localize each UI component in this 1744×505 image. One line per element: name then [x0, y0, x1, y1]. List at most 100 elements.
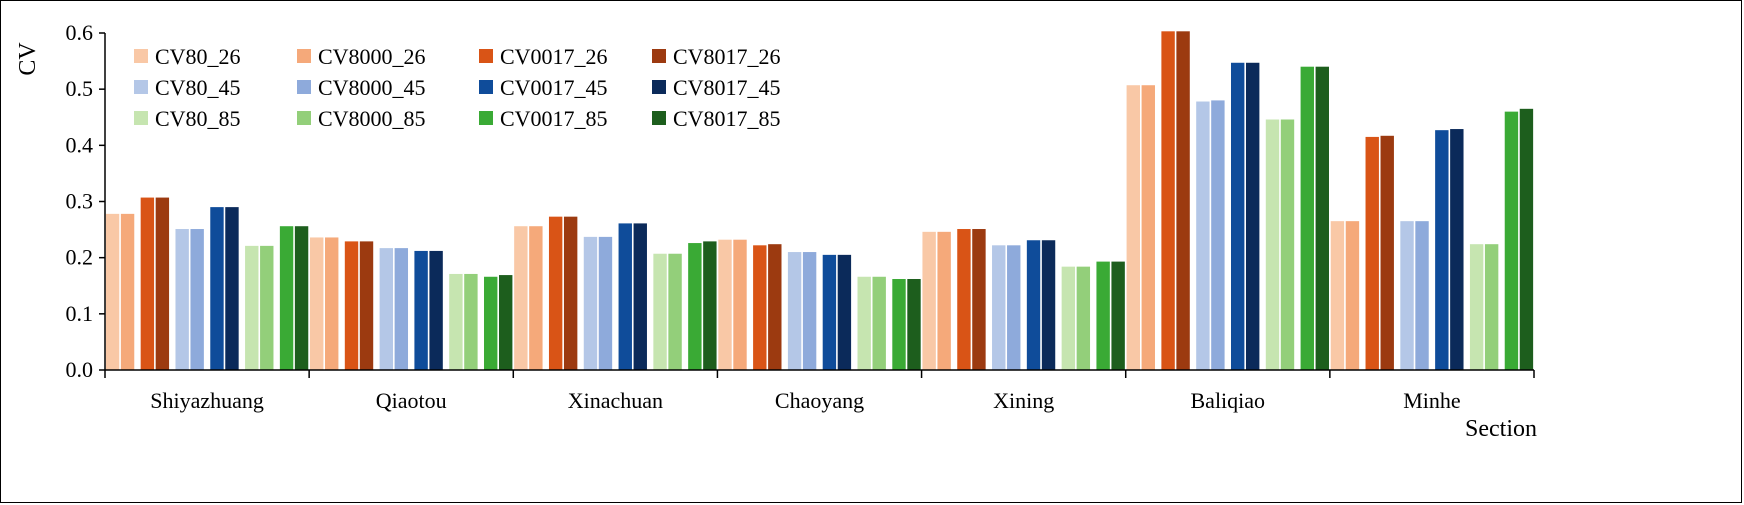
- bar-CV80_85-Qiaotou: [449, 273, 463, 370]
- bar-CV8000_26-Qiaotou: [325, 237, 339, 370]
- bar-CV8017_85-Baliqiao: [1315, 66, 1329, 370]
- bar-CV0017_45-Shiyazhuang: [210, 207, 224, 370]
- bar-CV80_85-Shiyazhuang: [245, 245, 259, 370]
- bar-CV80_26-Shiyazhuang: [105, 213, 120, 370]
- bar-CV0017_85-Baliqiao: [1300, 66, 1314, 370]
- legend-item-CV80_45: CV80_45: [134, 75, 241, 100]
- bar-CV8000_85-Shiyazhuang: [260, 245, 274, 370]
- bar-CV8000_45-Qiaotou: [394, 248, 409, 370]
- bar-CV0017_45-Chaoyang: [822, 254, 837, 370]
- bar-CV0017_45-Baliqiao: [1230, 62, 1245, 371]
- bar-CV80_26-Minhe: [1330, 221, 1345, 370]
- bar-CV8000_85-Baliqiao: [1280, 119, 1295, 370]
- y-tick-label: 0.3: [66, 189, 94, 214]
- legend-swatch: [652, 80, 666, 94]
- bar-CV8000_85-Xining: [1076, 266, 1091, 370]
- legend-item-CV8017_85: CV8017_85: [652, 106, 781, 131]
- bar-CV80_85-Chaoyang: [857, 276, 871, 370]
- legend-item-CV80_26: CV80_26: [134, 44, 241, 69]
- bar-CV0017_45-Minhe: [1435, 130, 1449, 370]
- bar-CV8017_85-Qiaotou: [499, 275, 513, 370]
- legend-swatch: [479, 80, 493, 94]
- bar-CV8017_85-Chaoyang: [907, 279, 921, 370]
- bar-CV8017_45-Xinachuan: [633, 223, 647, 370]
- bar-CV8017_85-Minhe: [1519, 108, 1534, 370]
- bar-CV0017_85-Qiaotou: [484, 276, 498, 370]
- bar-CV8000_45-Xining: [1007, 245, 1021, 370]
- legend-label: CV80_45: [155, 75, 241, 100]
- bar-CV0017_26-Chaoyang: [753, 245, 767, 370]
- bar-CV8000_26-Chaoyang: [733, 239, 747, 370]
- bar-CV8017_26-Shiyazhuang: [155, 197, 170, 370]
- bar-CV80_26-Baliqiao: [1126, 85, 1140, 370]
- bar-CV8017_85-Xinachuan: [703, 241, 717, 370]
- bar-CV8017_45-Chaoyang: [837, 254, 852, 370]
- bar-CV8000_45-Baliqiao: [1211, 100, 1225, 371]
- legend-swatch: [134, 111, 148, 125]
- legend-label: CV8017_26: [673, 44, 781, 69]
- x-category-label: Shiyazhuang: [150, 388, 264, 413]
- y-tick-label: 0.6: [66, 20, 94, 45]
- bar-CV80_85-Xining: [1061, 266, 1076, 370]
- y-tick-label: 0.4: [66, 132, 94, 157]
- x-category-label: Minhe: [1403, 388, 1460, 413]
- bar-CV0017_45-Xinachuan: [618, 223, 632, 370]
- bar-CV0017_45-Qiaotou: [414, 250, 428, 370]
- bar-CV80_26-Qiaotou: [310, 237, 324, 370]
- bar-CV0017_26-Baliqiao: [1161, 31, 1175, 371]
- legend-label: CV8017_45: [673, 75, 781, 100]
- legend-label: CV80_26: [155, 44, 241, 69]
- legend-item-CV8000_85: CV8000_85: [297, 106, 426, 131]
- bar-CV8017_26-Qiaotou: [359, 241, 374, 370]
- legend-item-CV8000_45: CV8000_45: [297, 75, 426, 100]
- bar-CV8017_85-Shiyazhuang: [294, 226, 309, 370]
- bar-CV0017_85-Chaoyang: [892, 279, 906, 370]
- bar-CV8000_85-Xinachuan: [668, 253, 682, 370]
- bar-CV8000_26-Xinachuan: [529, 226, 543, 370]
- legend-item-CV0017_26: CV0017_26: [479, 44, 608, 69]
- bar-CV80_26-Xining: [922, 231, 936, 370]
- bar-CV8000_45-Shiyazhuang: [190, 229, 204, 370]
- bar-CV80_45-Minhe: [1400, 221, 1414, 370]
- legend-swatch: [652, 49, 666, 63]
- bar-CV0017_85-Xining: [1096, 261, 1110, 370]
- legend-swatch: [479, 49, 493, 63]
- bar-CV8017_26-Minhe: [1380, 135, 1394, 370]
- bar-CV8000_85-Minhe: [1484, 244, 1499, 370]
- y-tick-label: 0.2: [66, 245, 94, 270]
- x-axis-title: Section: [1465, 416, 1537, 442]
- bars-layer: [105, 31, 1534, 371]
- y-axis-title: CV: [15, 42, 41, 76]
- x-category-label: Chaoyang: [775, 388, 864, 413]
- legend-item-CV80_85: CV80_85: [134, 106, 241, 131]
- bar-CV8017_85-Xining: [1111, 261, 1125, 370]
- bar-CV8017_45-Minhe: [1450, 129, 1464, 370]
- bar-CV0017_26-Qiaotou: [344, 241, 359, 370]
- x-category-label: Xining: [993, 388, 1054, 413]
- bar-CV8000_26-Xining: [937, 231, 951, 370]
- axes-layer: 0.0 0.1 0.2 0.3 0.4 0.5 0.6 Shiyazhuang Qiaotou X…: [66, 20, 1535, 413]
- x-category-label: Qiaotou: [376, 388, 447, 413]
- bar-CV80_45-Shiyazhuang: [175, 229, 189, 370]
- x-category-label: Baliqiao: [1191, 388, 1266, 413]
- y-tick-label: 0.0: [66, 357, 94, 382]
- legend-label: CV8017_85: [673, 106, 781, 131]
- legend-swatch: [479, 111, 493, 125]
- bar-CV8017_45-Shiyazhuang: [225, 207, 239, 370]
- legend-label: CV0017_85: [500, 106, 608, 131]
- bar-CV8017_45-Qiaotou: [429, 250, 443, 370]
- legend-label: CV8000_85: [318, 106, 426, 131]
- bar-CV8017_26-Xinachuan: [563, 216, 578, 370]
- legend-swatch: [652, 111, 666, 125]
- bar-CV8000_85-Chaoyang: [872, 276, 886, 370]
- legend-label: CV80_85: [155, 106, 241, 131]
- bar-CV8017_26-Chaoyang: [768, 244, 782, 370]
- bar-CV80_45-Chaoyang: [787, 252, 802, 370]
- y-tick-label: 0.1: [66, 301, 94, 326]
- bar-CV80_85-Xinachuan: [653, 253, 667, 370]
- bar-CV0017_45-Xining: [1026, 240, 1041, 370]
- y-tick-label: 0.5: [66, 76, 94, 101]
- bar-CV8000_26-Minhe: [1345, 221, 1360, 370]
- bar-CV8000_45-Xinachuan: [598, 236, 613, 370]
